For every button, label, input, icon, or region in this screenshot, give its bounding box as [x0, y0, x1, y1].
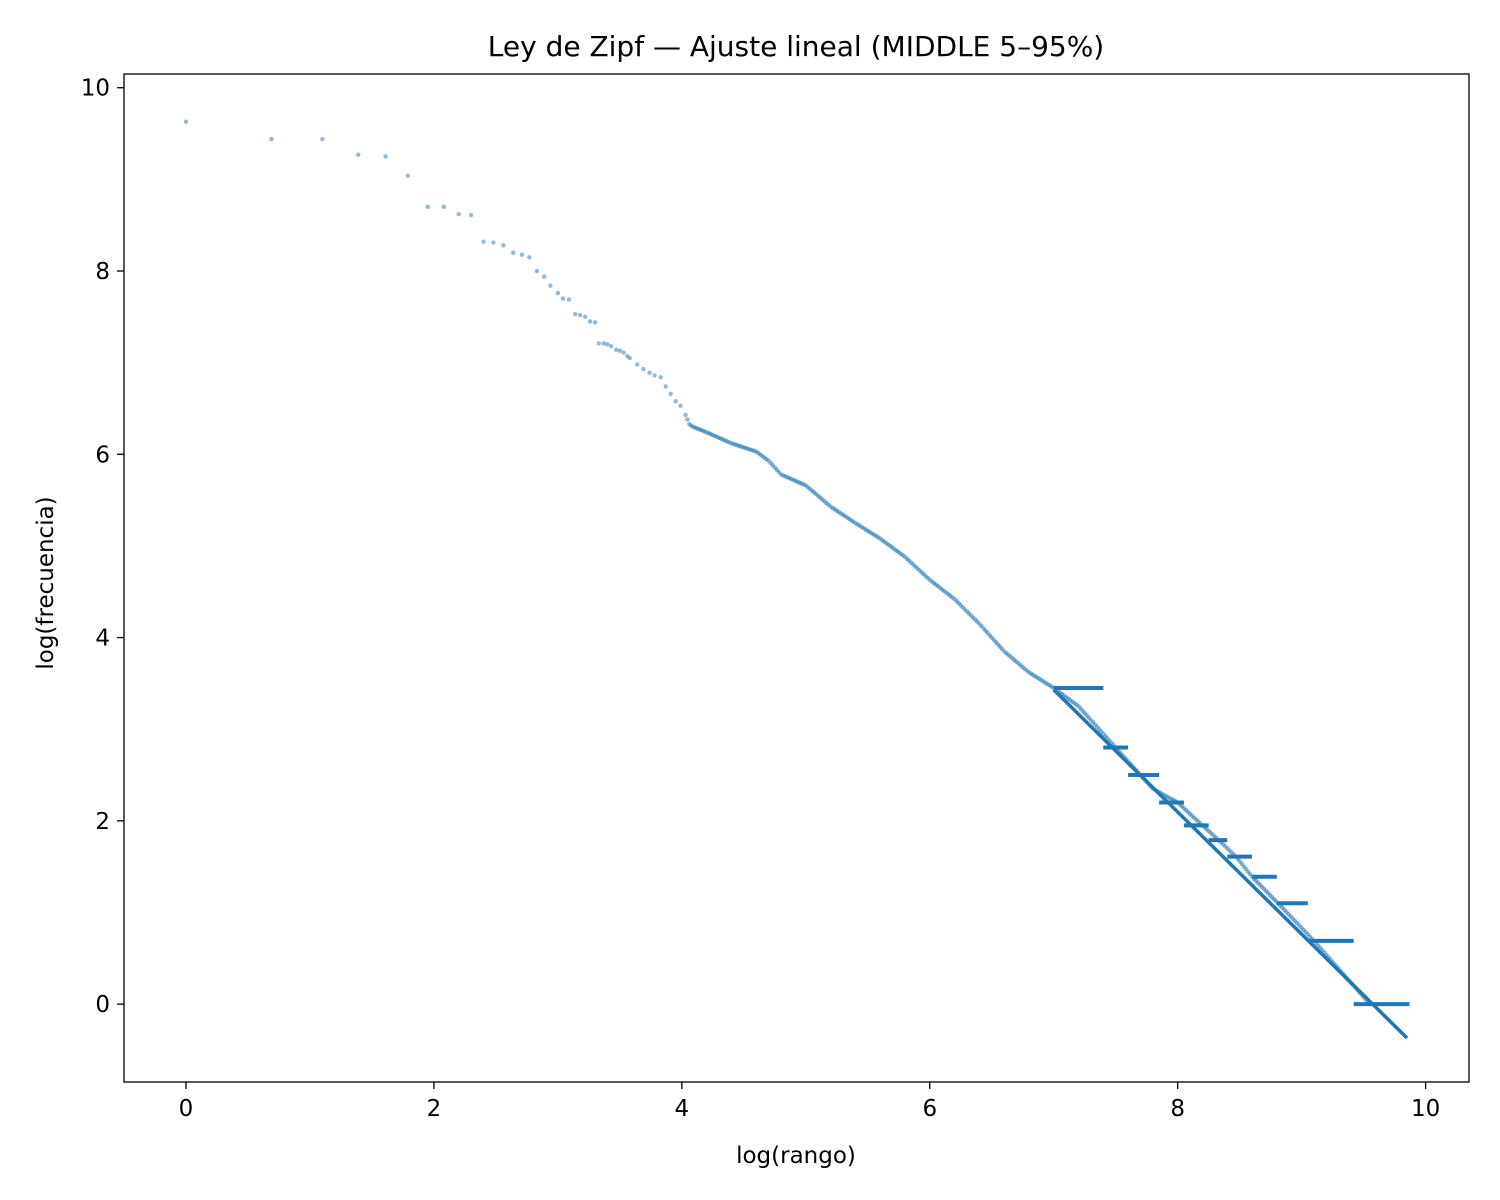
data-point	[481, 239, 486, 244]
data-point	[647, 370, 652, 375]
fit-line-series	[1052, 688, 1409, 1040]
data-point	[587, 319, 593, 324]
data-point	[688, 423, 694, 428]
x-tick-label: 6	[922, 1096, 937, 1122]
data-point	[601, 341, 606, 346]
data-point	[560, 296, 566, 301]
data-point	[999, 646, 1005, 652]
data-point	[641, 366, 646, 372]
chart-title: Ley de Zipf — Ajuste lineal (MIDDLE 5–95…	[488, 30, 1104, 63]
data-point	[776, 469, 782, 475]
data-point	[383, 154, 388, 159]
data-point	[613, 347, 619, 353]
data-point	[566, 297, 572, 302]
data-point	[573, 311, 578, 317]
data-point	[900, 553, 906, 558]
data-point	[875, 535, 881, 540]
data-point	[183, 119, 189, 124]
data-point	[678, 403, 683, 408]
data-point	[592, 320, 598, 325]
data-point	[582, 314, 588, 320]
y-tick-label: 4	[95, 626, 110, 652]
y-tick-label: 0	[95, 992, 110, 1018]
y-axis-label: log(frecuencia)	[33, 496, 59, 669]
y-tick-label: 10	[81, 76, 110, 102]
y-tick-label: 8	[95, 259, 110, 285]
data-point	[555, 290, 561, 296]
data-point	[1099, 729, 1104, 734]
x-tick-label: 10	[1411, 1096, 1440, 1122]
data-point	[269, 136, 274, 142]
data-point	[501, 243, 506, 248]
x-tick-label: 8	[1170, 1096, 1185, 1122]
plot-frame	[123, 73, 1470, 1083]
data-point	[685, 417, 690, 422]
x-axis-label: log(rango)	[736, 1143, 856, 1169]
data-point	[658, 375, 663, 380]
data-point	[596, 341, 601, 346]
data-point	[456, 212, 461, 217]
data-point	[925, 575, 930, 581]
data-point	[1074, 702, 1079, 707]
data-point	[621, 350, 626, 355]
y-tick-label: 2	[95, 809, 110, 835]
data-point	[548, 283, 553, 288]
data-point	[519, 252, 525, 257]
data-point	[751, 448, 757, 454]
y-tick-label: 6	[95, 442, 110, 468]
y-axis: 0 2 4 6 8 10	[81, 76, 124, 1018]
data-point	[801, 482, 806, 487]
data-point	[608, 343, 614, 349]
step-segments	[1053, 685, 1410, 1007]
data-point	[627, 355, 632, 361]
data-point	[577, 312, 583, 318]
fit-line	[1052, 688, 1409, 1040]
data-point	[617, 348, 623, 353]
x-tick-label: 2	[427, 1096, 442, 1122]
data-point	[683, 412, 688, 418]
data-point	[1049, 684, 1054, 689]
data-point	[542, 274, 547, 279]
data-point	[405, 173, 411, 178]
data-point	[764, 456, 769, 462]
data-point	[356, 152, 361, 157]
x-tick-label: 0	[179, 1096, 194, 1122]
data-point	[950, 595, 955, 600]
data-point	[527, 255, 532, 260]
data-point	[1024, 668, 1030, 673]
data-point	[468, 212, 474, 218]
data-point	[975, 619, 980, 624]
data-point	[441, 204, 447, 210]
data-point	[851, 519, 856, 524]
data-point	[1247, 872, 1253, 877]
data-point	[635, 362, 640, 367]
data-point	[511, 250, 516, 255]
data-point	[652, 373, 657, 378]
data-point	[826, 502, 831, 507]
x-axis: 0 2 4 6 8 10	[179, 1082, 1440, 1122]
data-point	[663, 384, 668, 389]
data-point	[673, 398, 678, 404]
data-point	[727, 440, 732, 445]
data-point	[491, 240, 496, 245]
data-point	[320, 136, 325, 142]
data-point	[668, 391, 673, 397]
data-point	[702, 429, 707, 434]
data-point	[425, 204, 430, 210]
data-point	[534, 268, 539, 274]
data-point	[605, 342, 610, 347]
x-tick-label: 4	[675, 1096, 690, 1122]
